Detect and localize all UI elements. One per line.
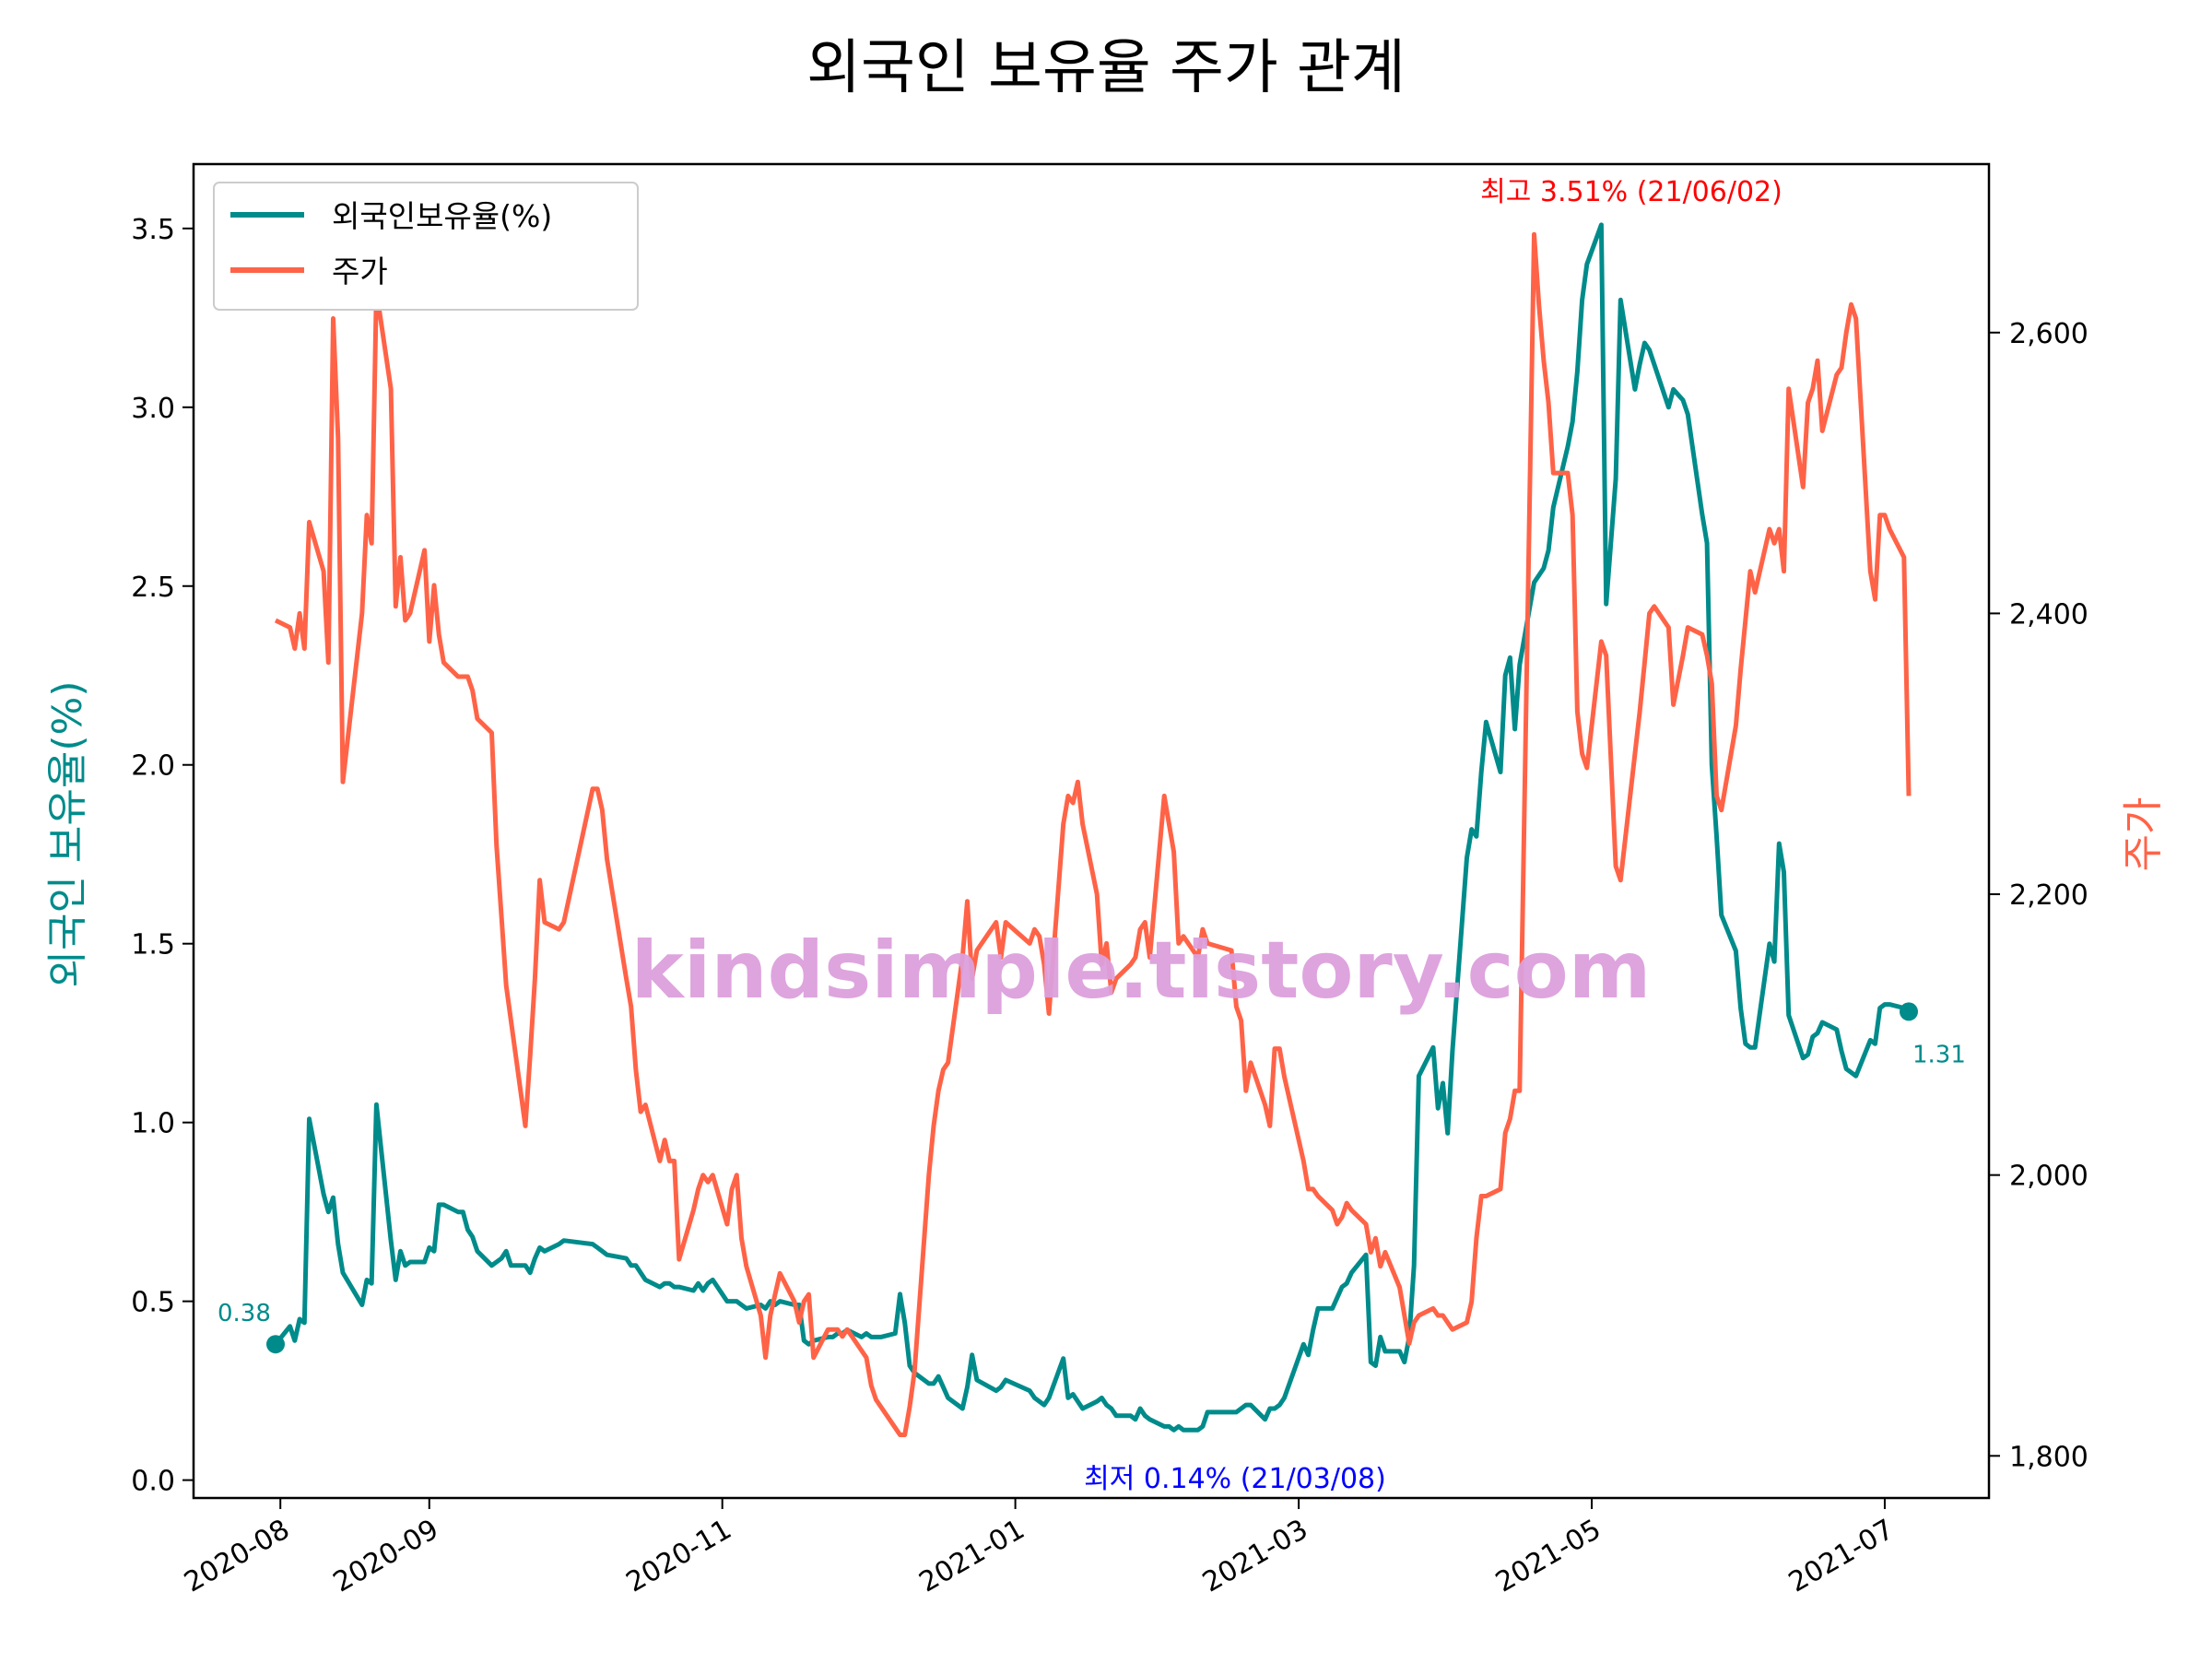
plot-area: 0.38 1.31 최고 3.51% (21/06/02) 최저 0.14% (21/…: [131, 162, 2088, 1599]
legend-foreign-label: 외국인보유율(%): [332, 198, 552, 234]
watermark-text: kindsimple.tistory.com: [631, 925, 1652, 1017]
end-value-label: 1.31: [1912, 1041, 1966, 1068]
right-axis-label: 주가: [2120, 797, 2167, 872]
right-tick-label: 2,200: [2009, 879, 2088, 912]
left-tick-label: 3.5: [131, 214, 175, 246]
chart-title: 외국인 보유율 주가 관계: [806, 34, 1406, 102]
legend-price-label: 주가: [332, 254, 388, 289]
left-tick-label: 2.5: [131, 572, 175, 604]
legend-box: [213, 182, 639, 311]
x-tick-label: 2021-03: [1197, 1514, 1313, 1599]
x-tick-label: 2020-09: [328, 1514, 444, 1599]
end-marker: [1900, 1002, 1918, 1021]
x-tick-label: 2021-05: [1490, 1514, 1606, 1599]
right-tick-label: 2,600: [2009, 318, 2088, 350]
x-tick-label: 2020-11: [621, 1514, 737, 1599]
right-tick-label: 1,800: [2009, 1441, 2088, 1473]
x-tick-label: 2020-08: [179, 1514, 295, 1599]
right-tick-label: 2,000: [2009, 1161, 2088, 1193]
min-annotation: 최저 0.14% (21/03/08): [1084, 1463, 1386, 1495]
left-tick-label: 0.5: [131, 1287, 175, 1319]
max-annotation: 최고 3.51% (21/06/02): [1480, 176, 1783, 208]
right-tick-label: 2,400: [2009, 598, 2088, 631]
foreign-ownership-line: [274, 222, 1911, 1433]
stock-price-line: [274, 231, 1912, 1437]
x-tick-label: 2021-07: [1783, 1514, 1900, 1599]
left-tick-label: 2.0: [131, 750, 175, 783]
left-tick-label: 0.0: [131, 1466, 175, 1498]
left-tick-label: 1.0: [131, 1108, 175, 1140]
left-axis-label: 외국인 보유율(%): [44, 680, 91, 987]
axes-frame: [192, 162, 1991, 1500]
left-tick-label: 3.0: [131, 393, 175, 425]
x-tick-label: 2021-01: [914, 1514, 1030, 1599]
left-tick-label: 1.5: [131, 929, 175, 961]
start-value-label: 0.38: [218, 1300, 271, 1327]
legend: 외국인보유율(%) 주가: [213, 182, 639, 311]
start-marker: [266, 1335, 285, 1354]
